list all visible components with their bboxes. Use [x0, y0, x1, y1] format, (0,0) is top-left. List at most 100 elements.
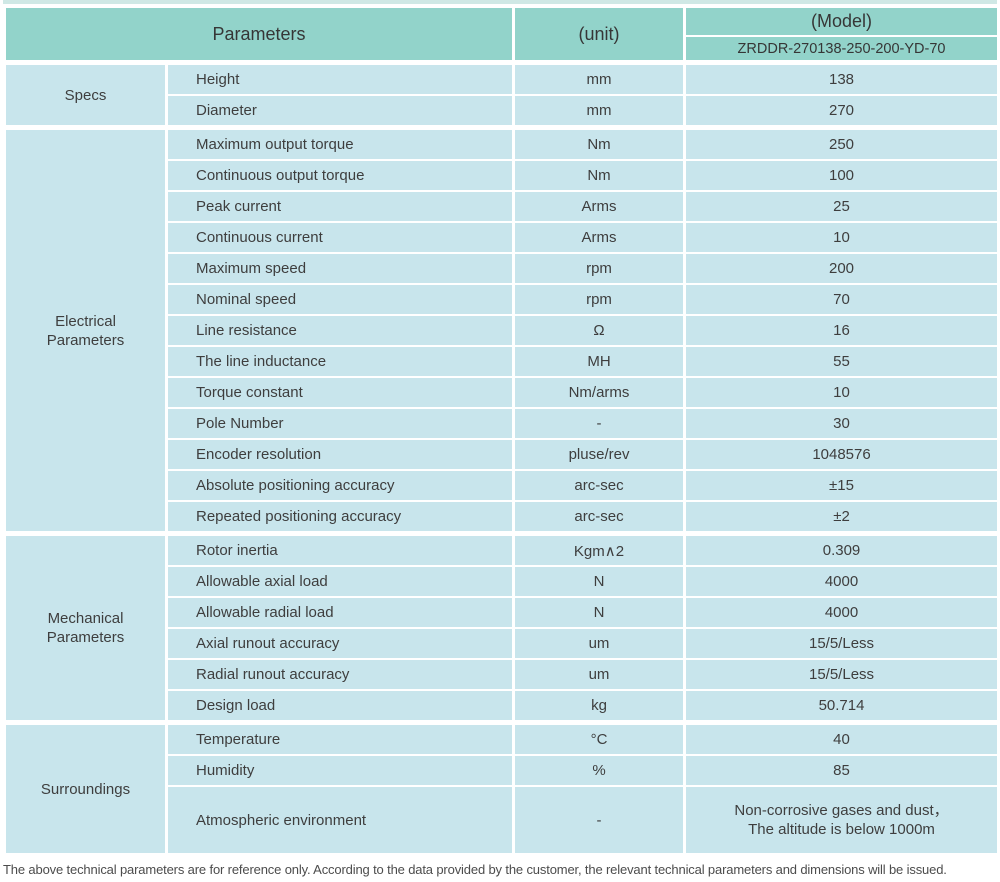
table-row: Surroundings Temperature °C 40	[3, 720, 1000, 855]
table-row: Torque constant Nm/arms 10	[5, 376, 1000, 409]
unit-cell: -	[512, 785, 687, 855]
value-cell: 25	[683, 190, 1000, 223]
group-label: Surroundings	[40, 780, 131, 798]
value-cell: 10	[683, 221, 1000, 254]
table-row: Specs Height mm 138	[3, 60, 1000, 129]
spec-table-header: Parameters (unit) (Model) ZRDDR-270138-2…	[2, 6, 1000, 64]
value-cell: 40	[683, 720, 1000, 756]
group-cell-specs: Specs	[3, 60, 168, 129]
group-label: Specs	[64, 86, 107, 104]
header-cell-model: (Model)	[683, 6, 1000, 37]
value-cell: 55	[683, 345, 1000, 378]
unit-cell: mm	[512, 60, 687, 96]
param-cell: Line resistance	[164, 314, 516, 347]
param-cell: Diameter	[164, 94, 516, 129]
unit-cell: arc-sec	[512, 500, 687, 535]
table-row: The line inductance MH 55	[5, 345, 1000, 378]
table-row: Axial runout accuracy um 15/5/Less	[5, 627, 1000, 660]
table-row: Line resistance Ω 16	[5, 314, 1000, 347]
unit-cell: %	[512, 754, 687, 787]
param-cell: Repeated positioning accuracy	[164, 500, 516, 535]
table-row: Maximum speed rpm 200	[5, 252, 1000, 285]
group-label: Electrical Parameters	[46, 312, 125, 349]
spec-table-body: Specs Height mm 138 Diameter mm 270 Electrical …	[3, 60, 1000, 855]
table-row: Repeated positioning accuracy arc-sec ±2	[5, 500, 1000, 535]
value-cell: 270	[683, 94, 1000, 129]
header-row-1: Parameters (unit) (Model)	[2, 6, 1000, 64]
header-row-2: ZRDDR-270138-250-200-YD-70	[5, 35, 1000, 64]
unit-cell: Arms	[512, 221, 687, 254]
unit-cell: rpm	[512, 283, 687, 316]
unit-cell: rpm	[512, 252, 687, 285]
table-top-strip	[3, 0, 997, 4]
param-cell: Continuous output torque	[164, 159, 516, 192]
group-cell-mechanical-parameters: Mechanical Parameters	[3, 531, 168, 724]
param-cell: Nominal speed	[164, 283, 516, 316]
value-cell: 15/5/Less	[683, 658, 1000, 691]
param-cell: Torque constant	[164, 376, 516, 409]
footer-note: The above technical parameters are for r…	[3, 862, 947, 877]
value-cell: 200	[683, 252, 1000, 285]
unit-cell: °C	[512, 720, 687, 756]
unit-cell: Nm	[512, 159, 687, 192]
param-cell: Height	[164, 60, 516, 96]
param-cell: Radial runout accuracy	[164, 658, 516, 691]
table-row: Design load kg 50.714	[5, 689, 1000, 724]
param-cell: Encoder resolution	[164, 438, 516, 471]
table-row: Humidity% 85	[5, 754, 1000, 787]
value-cell: 4000	[683, 596, 1000, 629]
unit-cell: Arms	[512, 190, 687, 223]
header-cell-unit: (unit)	[512, 6, 687, 64]
table-row: Continuous output torque Nm 100	[5, 159, 1000, 192]
value-cell: 138	[683, 60, 1000, 96]
unit-cell: -	[512, 407, 687, 440]
value-cell: 70	[683, 283, 1000, 316]
table-row: Peak current Arms 25	[5, 190, 1000, 223]
unit-cell: N	[512, 596, 687, 629]
table-row: Allowable radial load N 4000	[5, 596, 1000, 629]
value-cell: 16	[683, 314, 1000, 347]
table-row: Nominal speed rpm 70	[5, 283, 1000, 316]
param-cell: Continuous current	[164, 221, 516, 254]
table-row: Radial runout accuracy um 15/5/Less	[5, 658, 1000, 691]
unit-cell: um	[512, 627, 687, 660]
table-row: Mechanical Parameters Rotor inertia Kgm∧2 0…	[3, 531, 1000, 724]
unit-cell: Ω	[512, 314, 687, 347]
param-cell: Allowable axial load	[164, 565, 516, 598]
unit-cell: N	[512, 565, 687, 598]
value-cell: ±2	[683, 500, 1000, 535]
param-cell: Temperature	[164, 720, 516, 756]
param-cell: Atmospheric environment	[164, 785, 516, 855]
table-row: Electrical Parameters Maximum output torq…	[3, 125, 1000, 535]
value-cell: 10	[683, 376, 1000, 409]
table-row: Allowable axial load N 4000	[5, 565, 1000, 598]
param-cell: Absolute positioning accuracy	[164, 469, 516, 502]
table-row: Atmospheric environment - Non-corrosive ga…	[5, 785, 1000, 855]
unit-cell: Nm/arms	[512, 376, 687, 409]
group-label: Mechanical Parameters	[46, 610, 125, 646]
value-cell: 50.714	[683, 689, 1000, 724]
group-cell-electrical-parameters: Electrical Parameters	[3, 125, 168, 535]
group-cell-surroundings: Surroundings	[3, 720, 168, 855]
value-cell: 30	[683, 407, 1000, 440]
value-cell: 250	[683, 125, 1000, 161]
param-cell: The line inductance	[164, 345, 516, 378]
value-cell: ±15	[683, 469, 1000, 502]
spec-table: Parameters (unit) (Model) ZRDDR-270138-2…	[2, 6, 1000, 855]
param-cell: Allowable radial load	[164, 596, 516, 629]
unit-cell: mm	[512, 94, 687, 129]
unit-cell: um	[512, 658, 687, 691]
unit-cell: Kgm∧2	[512, 531, 687, 567]
table-row: Encoder resolution pluse/rev 1048576	[5, 438, 1000, 471]
value-cell: 100	[683, 159, 1000, 192]
param-cell: Humidity	[164, 754, 516, 787]
value-cell: 0.309	[683, 531, 1000, 567]
header-cell-model-value: ZRDDR-270138-250-200-YD-70	[683, 35, 1000, 64]
param-cell: Axial runout accuracy	[164, 627, 516, 660]
unit-cell: kg	[512, 689, 687, 724]
unit-cell: MH	[512, 345, 687, 378]
param-cell: Peak current	[164, 190, 516, 223]
value-cell: Non-corrosive gases and dust， The altitu…	[683, 785, 1000, 855]
table-row: Pole Number -30	[5, 407, 1000, 440]
param-cell: Pole Number	[164, 407, 516, 440]
